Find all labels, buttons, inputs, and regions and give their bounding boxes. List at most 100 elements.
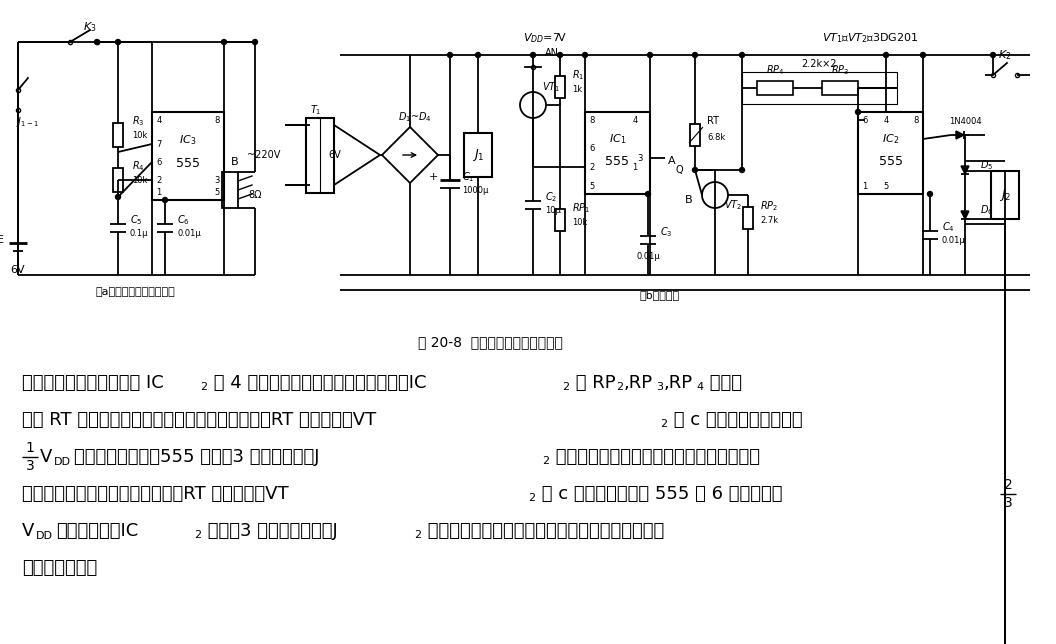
Text: 1: 1	[633, 162, 638, 171]
Text: $C_6$: $C_6$	[177, 213, 190, 227]
Circle shape	[222, 39, 226, 44]
Text: 555: 555	[176, 156, 200, 169]
Circle shape	[739, 167, 744, 173]
Text: ,RP: ,RP	[664, 374, 693, 392]
Text: 6.8k: 6.8k	[708, 133, 725, 142]
Text: 555: 555	[605, 155, 629, 167]
Bar	[991, 171, 1019, 219]
Text: 触发电平以下时，555 置位，3 脚呈高电平，J: 触发电平以下时，555 置位，3 脚呈高电平，J	[74, 448, 320, 466]
Circle shape	[115, 194, 120, 200]
Text: 8: 8	[913, 115, 919, 124]
Text: 6V: 6V	[328, 150, 341, 160]
Text: 6: 6	[863, 115, 868, 124]
Text: $IC_2$: $IC_2$	[882, 132, 899, 146]
Text: 2: 2	[542, 456, 549, 466]
Text: $J_{1-1}$: $J_{1-1}$	[16, 115, 39, 129]
Bar	[306, 118, 334, 193]
Circle shape	[448, 53, 453, 57]
Text: $J_2$: $J_2$	[999, 187, 1012, 203]
Text: 2: 2	[660, 419, 667, 429]
Circle shape	[927, 191, 932, 196]
Text: 1: 1	[156, 187, 162, 196]
Text: 4: 4	[884, 115, 889, 124]
Circle shape	[252, 39, 258, 44]
Text: 4: 4	[696, 382, 703, 392]
Bar	[742, 72, 897, 104]
Text: 2: 2	[562, 382, 569, 392]
Text: $IC_3$: $IC_3$	[180, 133, 196, 147]
Text: $RP_4$: $RP_4$	[766, 63, 785, 77]
Text: 4: 4	[633, 115, 638, 124]
Text: RT: RT	[708, 116, 719, 126]
Text: 的 c 极电位下降，当降至: 的 c 极电位下降，当降至	[668, 411, 803, 429]
Bar	[585, 112, 650, 194]
Text: $D_5$: $D_5$	[980, 158, 994, 172]
Circle shape	[94, 39, 99, 44]
Text: $RP_3$: $RP_3$	[831, 63, 849, 77]
Text: 1000μ: 1000μ	[463, 185, 488, 194]
Text: V: V	[40, 448, 53, 466]
Text: 2: 2	[589, 162, 595, 171]
Text: $VT_1$: $VT_1$	[542, 80, 560, 94]
Text: 10μ: 10μ	[545, 205, 561, 214]
Bar	[222, 172, 238, 208]
Text: 图 20-8  豆芽自动浇水控制器电路: 图 20-8 豆芽自动浇水控制器电路	[417, 335, 563, 349]
Text: 8: 8	[589, 115, 595, 124]
Circle shape	[693, 53, 698, 57]
Text: E: E	[0, 235, 4, 245]
Text: 555: 555	[879, 155, 903, 167]
Text: 0.01μ: 0.01μ	[636, 252, 660, 261]
Bar	[757, 81, 793, 95]
Text: 5: 5	[214, 187, 220, 196]
Text: 2: 2	[616, 382, 623, 392]
Bar	[743, 207, 753, 229]
Text: 2: 2	[414, 530, 421, 540]
Text: 5: 5	[589, 182, 595, 191]
Text: $J_1$: $J_1$	[472, 147, 485, 163]
Text: 及热敏: 及热敏	[704, 374, 742, 392]
Text: （b）控制器: （b）控制器	[640, 290, 680, 300]
Text: $V_{DD}$=7V: $V_{DD}$=7V	[523, 31, 567, 45]
Text: +: +	[429, 172, 438, 182]
Bar	[113, 168, 122, 192]
Text: 6: 6	[589, 144, 595, 153]
Text: 电阻 RT 组成温度控制触发电路。当温度升高时，RT 阻值下降，VT: 电阻 RT 组成温度控制触发电路。当温度升高时，RT 阻值下降，VT	[22, 411, 376, 429]
Text: $C_2$: $C_2$	[545, 190, 558, 204]
Text: 释放，停止浇水。如此循环，控制在适宜豆芽生长: 释放，停止浇水。如此循环，控制在适宜豆芽生长	[422, 522, 664, 540]
Text: 的环境温度内。: 的环境温度内。	[22, 559, 97, 577]
Text: 2: 2	[156, 176, 162, 184]
Bar	[555, 209, 565, 231]
Bar	[464, 133, 492, 177]
Text: Q: Q	[676, 165, 683, 175]
Polygon shape	[961, 166, 969, 174]
Text: 6V: 6V	[11, 265, 25, 275]
Text: $VT_2$: $VT_2$	[724, 198, 742, 212]
Polygon shape	[956, 131, 964, 139]
Text: B: B	[231, 157, 239, 167]
Text: $RP_2$: $RP_2$	[760, 199, 778, 213]
Circle shape	[475, 53, 480, 57]
Text: $C_5$: $C_5$	[130, 213, 143, 227]
Text: 2: 2	[194, 530, 201, 540]
Circle shape	[583, 53, 587, 57]
Text: $RP_1$: $RP_1$	[572, 201, 590, 215]
Circle shape	[645, 191, 650, 196]
Circle shape	[530, 53, 535, 57]
Text: 2: 2	[1003, 478, 1013, 492]
Text: 1: 1	[863, 182, 868, 191]
Text: 10k: 10k	[572, 218, 587, 227]
Text: $D_1$~$D_4$: $D_1$~$D_4$	[398, 110, 432, 124]
Text: 2: 2	[200, 382, 207, 392]
Text: $D_6$: $D_6$	[980, 203, 994, 217]
Circle shape	[921, 53, 925, 57]
Circle shape	[884, 53, 888, 57]
Text: 1N4004: 1N4004	[948, 117, 981, 126]
Polygon shape	[961, 211, 969, 219]
Text: 2: 2	[528, 493, 535, 503]
Text: ,RP: ,RP	[624, 374, 653, 392]
Bar	[152, 112, 224, 200]
Circle shape	[693, 167, 698, 173]
Text: $K_3$: $K_3$	[83, 20, 97, 34]
Text: 和 RP: 和 RP	[570, 374, 616, 392]
Text: 0.1μ: 0.1μ	[130, 229, 149, 238]
